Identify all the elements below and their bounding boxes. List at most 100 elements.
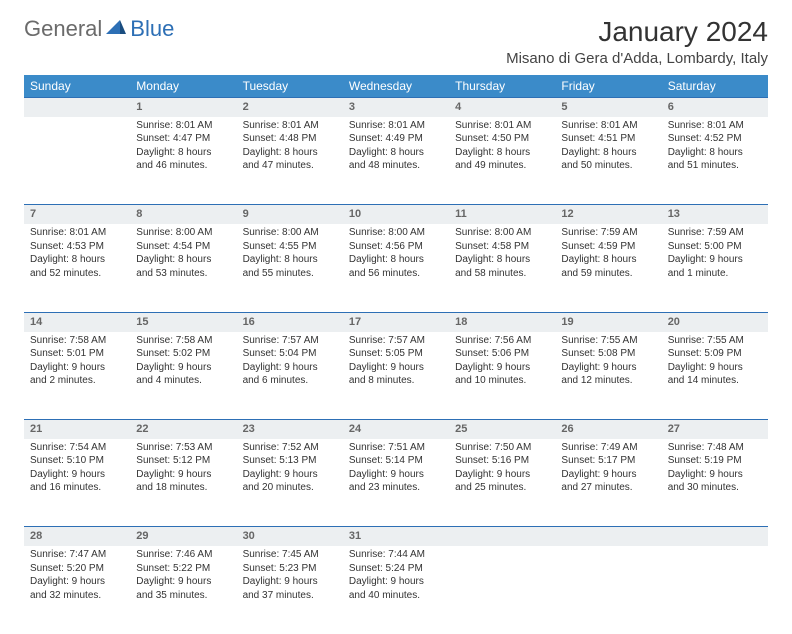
- day-number: 3: [343, 98, 449, 117]
- daylight-text: Daylight: 9 hours and 25 minutes.: [455, 468, 549, 495]
- sunset-text: Sunset: 5:01 PM: [30, 347, 124, 361]
- day-cell: Sunrise: 8:01 AMSunset: 4:47 PMDaylight:…: [130, 117, 236, 205]
- day-cell: Sunrise: 7:49 AMSunset: 5:17 PMDaylight:…: [555, 439, 661, 527]
- day-header-row: Sunday Monday Tuesday Wednesday Thursday…: [24, 75, 768, 98]
- day-cell: Sunrise: 7:50 AMSunset: 5:16 PMDaylight:…: [449, 439, 555, 527]
- day-cell: Sunrise: 7:57 AMSunset: 5:04 PMDaylight:…: [237, 332, 343, 420]
- sunset-text: Sunset: 5:05 PM: [349, 347, 443, 361]
- sunset-text: Sunset: 5:22 PM: [136, 562, 230, 576]
- sunrise-text: Sunrise: 7:51 AM: [349, 441, 443, 455]
- sunset-text: Sunset: 5:14 PM: [349, 454, 443, 468]
- day-number: 9: [237, 205, 343, 224]
- day-cell: Sunrise: 7:57 AMSunset: 5:05 PMDaylight:…: [343, 332, 449, 420]
- sunset-text: Sunset: 4:51 PM: [561, 132, 655, 146]
- daylight-text: Daylight: 8 hours and 58 minutes.: [455, 253, 549, 280]
- day-number: 14: [24, 312, 130, 331]
- day-number: [24, 98, 130, 117]
- sunset-text: Sunset: 5:10 PM: [30, 454, 124, 468]
- sunrise-text: Sunrise: 7:59 AM: [561, 226, 655, 240]
- sunrise-text: Sunrise: 7:55 AM: [668, 334, 762, 348]
- sunset-text: Sunset: 4:47 PM: [136, 132, 230, 146]
- day-number: 7: [24, 205, 130, 224]
- day-cell: Sunrise: 7:58 AMSunset: 5:01 PMDaylight:…: [24, 332, 130, 420]
- sunset-text: Sunset: 5:04 PM: [243, 347, 337, 361]
- day-number: [449, 527, 555, 546]
- sunset-text: Sunset: 5:23 PM: [243, 562, 337, 576]
- week-row: Sunrise: 8:01 AMSunset: 4:47 PMDaylight:…: [24, 117, 768, 205]
- daylight-text: Daylight: 9 hours and 40 minutes.: [349, 575, 443, 602]
- day-cell: Sunrise: 7:59 AMSunset: 4:59 PMDaylight:…: [555, 224, 661, 312]
- day-cell: Sunrise: 8:01 AMSunset: 4:49 PMDaylight:…: [343, 117, 449, 205]
- day-header: Wednesday: [343, 75, 449, 98]
- daylight-text: Daylight: 9 hours and 37 minutes.: [243, 575, 337, 602]
- week-row: Sunrise: 7:47 AMSunset: 5:20 PMDaylight:…: [24, 546, 768, 634]
- day-cell: Sunrise: 7:53 AMSunset: 5:12 PMDaylight:…: [130, 439, 236, 527]
- day-number: 18: [449, 312, 555, 331]
- calendar-table: Sunday Monday Tuesday Wednesday Thursday…: [24, 75, 768, 634]
- brand-text-2: Blue: [130, 16, 174, 42]
- sunrise-text: Sunrise: 7:49 AM: [561, 441, 655, 455]
- daylight-text: Daylight: 9 hours and 27 minutes.: [561, 468, 655, 495]
- daylight-text: Daylight: 9 hours and 18 minutes.: [136, 468, 230, 495]
- daylight-text: Daylight: 8 hours and 52 minutes.: [30, 253, 124, 280]
- day-cell: Sunrise: 7:55 AMSunset: 5:08 PMDaylight:…: [555, 332, 661, 420]
- daylight-text: Daylight: 9 hours and 16 minutes.: [30, 468, 124, 495]
- sunrise-text: Sunrise: 7:46 AM: [136, 548, 230, 562]
- sunrise-text: Sunrise: 7:56 AM: [455, 334, 549, 348]
- daylight-text: Daylight: 8 hours and 48 minutes.: [349, 146, 443, 173]
- day-number: 10: [343, 205, 449, 224]
- day-header: Friday: [555, 75, 661, 98]
- sunrise-text: Sunrise: 7:57 AM: [349, 334, 443, 348]
- sunset-text: Sunset: 5:09 PM: [668, 347, 762, 361]
- sunset-text: Sunset: 4:56 PM: [349, 240, 443, 254]
- day-cell: Sunrise: 7:52 AMSunset: 5:13 PMDaylight:…: [237, 439, 343, 527]
- sunrise-text: Sunrise: 8:00 AM: [455, 226, 549, 240]
- day-number: 26: [555, 420, 661, 439]
- daylight-text: Daylight: 9 hours and 8 minutes.: [349, 361, 443, 388]
- triangle-icon: [106, 16, 126, 42]
- sunset-text: Sunset: 5:00 PM: [668, 240, 762, 254]
- sunrise-text: Sunrise: 8:01 AM: [561, 119, 655, 133]
- day-cell: [662, 546, 768, 634]
- day-number: 12: [555, 205, 661, 224]
- day-cell: [24, 117, 130, 205]
- sunrise-text: Sunrise: 7:45 AM: [243, 548, 337, 562]
- day-number: 13: [662, 205, 768, 224]
- day-cell: Sunrise: 7:59 AMSunset: 5:00 PMDaylight:…: [662, 224, 768, 312]
- day-number: 15: [130, 312, 236, 331]
- day-number: [555, 527, 661, 546]
- day-cell: Sunrise: 7:58 AMSunset: 5:02 PMDaylight:…: [130, 332, 236, 420]
- day-cell: [555, 546, 661, 634]
- daylight-text: Daylight: 8 hours and 59 minutes.: [561, 253, 655, 280]
- daylight-text: Daylight: 9 hours and 23 minutes.: [349, 468, 443, 495]
- daylight-text: Daylight: 8 hours and 56 minutes.: [349, 253, 443, 280]
- sunrise-text: Sunrise: 8:01 AM: [30, 226, 124, 240]
- day-number: 19: [555, 312, 661, 331]
- day-number: 1: [130, 98, 236, 117]
- location-subtitle: Misano di Gera d'Adda, Lombardy, Italy: [506, 50, 768, 67]
- sunrise-text: Sunrise: 8:01 AM: [668, 119, 762, 133]
- sunset-text: Sunset: 5:02 PM: [136, 347, 230, 361]
- daylight-text: Daylight: 9 hours and 14 minutes.: [668, 361, 762, 388]
- day-number: 22: [130, 420, 236, 439]
- day-cell: Sunrise: 8:01 AMSunset: 4:52 PMDaylight:…: [662, 117, 768, 205]
- daylight-text: Daylight: 8 hours and 53 minutes.: [136, 253, 230, 280]
- sunrise-text: Sunrise: 7:53 AM: [136, 441, 230, 455]
- day-header: Saturday: [662, 75, 768, 98]
- daylight-text: Daylight: 9 hours and 4 minutes.: [136, 361, 230, 388]
- page-title: January 2024: [506, 16, 768, 48]
- sunset-text: Sunset: 4:50 PM: [455, 132, 549, 146]
- daylight-text: Daylight: 9 hours and 30 minutes.: [668, 468, 762, 495]
- daylight-text: Daylight: 8 hours and 46 minutes.: [136, 146, 230, 173]
- day-cell: Sunrise: 8:01 AMSunset: 4:51 PMDaylight:…: [555, 117, 661, 205]
- sunset-text: Sunset: 5:17 PM: [561, 454, 655, 468]
- day-number: 4: [449, 98, 555, 117]
- sunrise-text: Sunrise: 8:01 AM: [349, 119, 443, 133]
- day-cell: Sunrise: 7:55 AMSunset: 5:09 PMDaylight:…: [662, 332, 768, 420]
- day-number: 29: [130, 527, 236, 546]
- day-cell: Sunrise: 8:01 AMSunset: 4:48 PMDaylight:…: [237, 117, 343, 205]
- daylight-text: Daylight: 9 hours and 35 minutes.: [136, 575, 230, 602]
- daylight-text: Daylight: 9 hours and 10 minutes.: [455, 361, 549, 388]
- day-number-row: 123456: [24, 98, 768, 117]
- sunset-text: Sunset: 4:52 PM: [668, 132, 762, 146]
